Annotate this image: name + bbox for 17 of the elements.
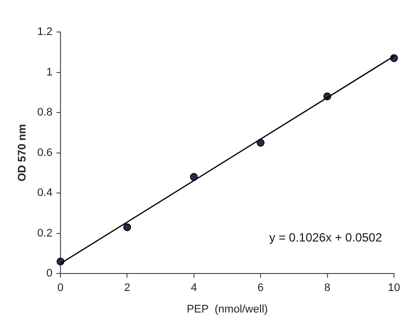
x-tick-label: 0: [57, 282, 64, 294]
point: [123, 223, 132, 232]
x-tick-label: 4: [190, 282, 197, 294]
y-tick-label: 0.8: [37, 106, 52, 119]
y-tick-label: 1.2: [37, 26, 52, 38]
y-tick-label: 0.6: [37, 146, 52, 159]
annotation: y = 0.1026x + 0.0502: [269, 230, 382, 245]
x-tick-label: 2: [124, 282, 130, 294]
y-axis-title: OD 570 nm: [16, 124, 29, 182]
y-tick-label: 0.2: [37, 227, 52, 240]
x-axis-title: PEP (nmol/well): [186, 303, 268, 316]
x-tick-label: 6: [258, 282, 264, 294]
y-tick-label: 0.4: [37, 187, 52, 200]
y-tick-label: 0: [46, 268, 52, 280]
x-tick-label: 8: [324, 282, 330, 294]
y-tick-label: 1: [46, 66, 52, 78]
x-tick-label: 10: [388, 282, 400, 294]
